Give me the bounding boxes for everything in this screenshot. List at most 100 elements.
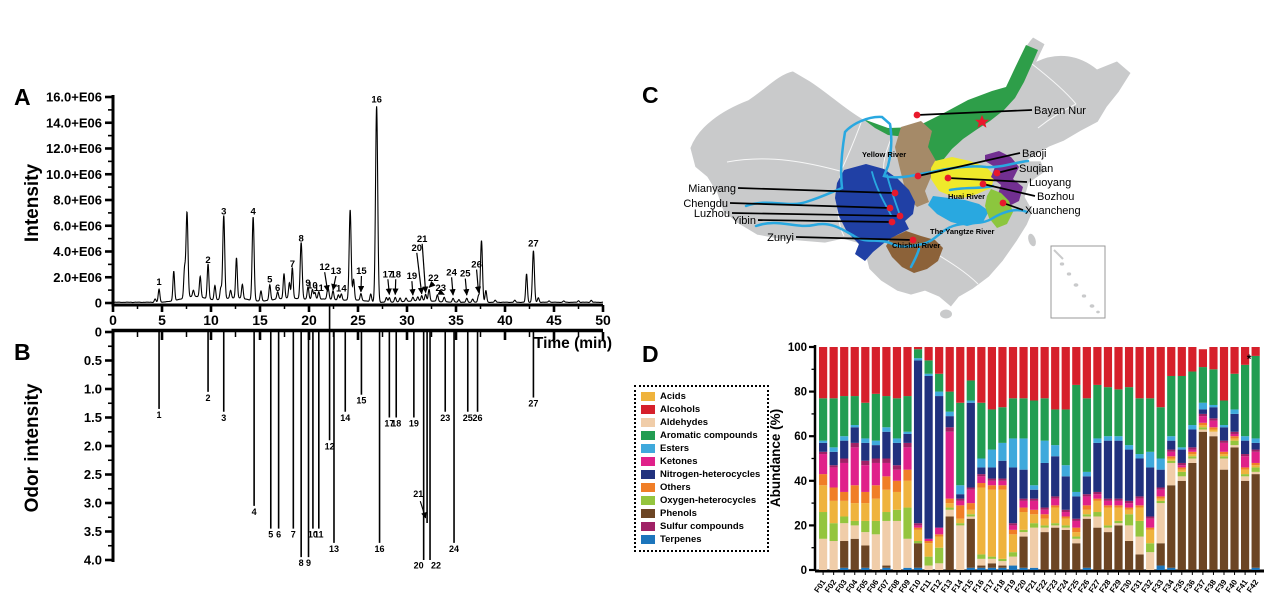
bar-segment	[1072, 520, 1081, 528]
region-shaanxi	[895, 121, 936, 207]
stem-label: 26	[473, 413, 483, 423]
bar-segment	[1177, 476, 1186, 481]
a-ytick-label: 16.0+E06	[46, 90, 102, 105]
bar-segment	[1061, 525, 1070, 528]
bar-segment	[1177, 449, 1186, 463]
legend-swatch	[641, 522, 655, 532]
panel-a-letter: A	[14, 84, 31, 110]
bar-segment	[956, 505, 965, 519]
bar-segment	[840, 458, 849, 463]
bar-segment	[1209, 407, 1218, 419]
bar-segment	[1241, 347, 1250, 365]
chishui-river	[909, 247, 921, 269]
bar-segment	[1156, 498, 1165, 501]
bar-segment	[840, 491, 849, 501]
panel-d-ylabel: Abundance (%)	[768, 409, 783, 507]
city-label: Chengdu	[683, 198, 728, 210]
region-jiangsu	[985, 151, 1023, 207]
bar-segment	[1177, 375, 1186, 448]
bar-segment	[1251, 467, 1260, 472]
capital-star-icon	[975, 115, 989, 128]
city-dot	[886, 204, 894, 212]
bar-segment	[1135, 454, 1144, 459]
right-column: C	[630, 0, 1268, 595]
bar-segment	[1040, 440, 1049, 463]
city-label: Zunyi	[767, 232, 794, 244]
legend-swatch	[641, 509, 655, 519]
bar-segment	[945, 347, 954, 392]
bar-segment	[998, 480, 1007, 486]
bar-segment	[1040, 532, 1049, 570]
bar-segment	[829, 398, 838, 448]
bar-segment	[1061, 518, 1070, 526]
bar-segment	[1082, 476, 1091, 495]
legend-item: Terpenes	[641, 534, 760, 545]
bar-segment	[1135, 507, 1144, 521]
bar-segment	[987, 449, 996, 468]
bar-segment	[1114, 507, 1123, 521]
stem-label: 20	[414, 561, 424, 571]
bar-segment	[987, 567, 996, 570]
bar-segment	[1030, 509, 1039, 515]
bar-segment	[1209, 404, 1218, 408]
legend-item: Others	[641, 482, 760, 493]
legend-label: Sulfur compounds	[660, 520, 744, 532]
d-ytick-label: 40	[794, 476, 807, 488]
bar-segment	[1082, 518, 1091, 568]
peak-label: 21	[417, 234, 428, 245]
bar-segment	[903, 469, 912, 481]
bar-segment	[1156, 543, 1165, 566]
bar-segment	[1093, 347, 1102, 385]
bar-segment	[840, 541, 849, 568]
panel-ab-plot: A Intensity B Odor intensity Time (min) …	[14, 84, 612, 571]
legend-swatch	[641, 457, 655, 467]
bar-segment	[1030, 498, 1039, 501]
bar-segment	[1114, 436, 1123, 441]
peak-label: 13	[331, 266, 342, 277]
bar-segment	[977, 474, 986, 477]
legend-label: Phenols	[660, 507, 697, 519]
bar-segment	[1198, 349, 1207, 368]
bar-segment	[871, 393, 880, 441]
bar-segment	[1219, 400, 1229, 426]
bar-segment	[1188, 425, 1197, 430]
peak-arrow	[385, 279, 392, 296]
bar-segment	[1198, 416, 1207, 423]
bar-segment	[1146, 529, 1155, 544]
bar-segment	[1019, 536, 1028, 568]
bar-segment	[1198, 431, 1207, 570]
stem-label: 19	[409, 419, 419, 429]
bar-segment	[956, 347, 965, 403]
peak-label: 16	[371, 94, 382, 105]
d-ytick-label: 20	[794, 520, 807, 532]
peak-label: 2	[205, 255, 210, 266]
bar-segment	[977, 558, 986, 566]
bar-segment	[966, 380, 975, 401]
bar-segment	[1030, 489, 1039, 499]
bar-segment	[850, 442, 859, 448]
bar-segment	[1040, 527, 1049, 533]
legend-item: Phenols	[641, 507, 760, 519]
peak-label: 20	[412, 243, 423, 254]
bar-segment	[1156, 503, 1165, 544]
bar-segment	[987, 489, 996, 557]
bar-segment	[998, 407, 1007, 443]
peak-label: 7	[290, 259, 295, 270]
bar-segment	[1103, 527, 1113, 533]
region-inner-mongolia	[863, 45, 1038, 171]
bar-segment	[966, 400, 975, 403]
bar-segment	[819, 538, 828, 570]
bar-segment	[945, 416, 954, 428]
city-leader-line	[996, 167, 1018, 174]
peak-arrow	[463, 278, 470, 296]
legend-label: Ketones	[660, 455, 698, 467]
b-ytick-label: 1.5	[84, 410, 102, 425]
bar-segment	[966, 518, 975, 568]
bar-segment	[1241, 469, 1250, 475]
bar-segment	[956, 500, 965, 506]
city-label: Mianyang	[688, 183, 736, 195]
bar-segment	[977, 567, 986, 570]
bar-segment	[1251, 474, 1260, 568]
bar-segment	[819, 485, 828, 513]
bar-segment	[1251, 465, 1260, 468]
